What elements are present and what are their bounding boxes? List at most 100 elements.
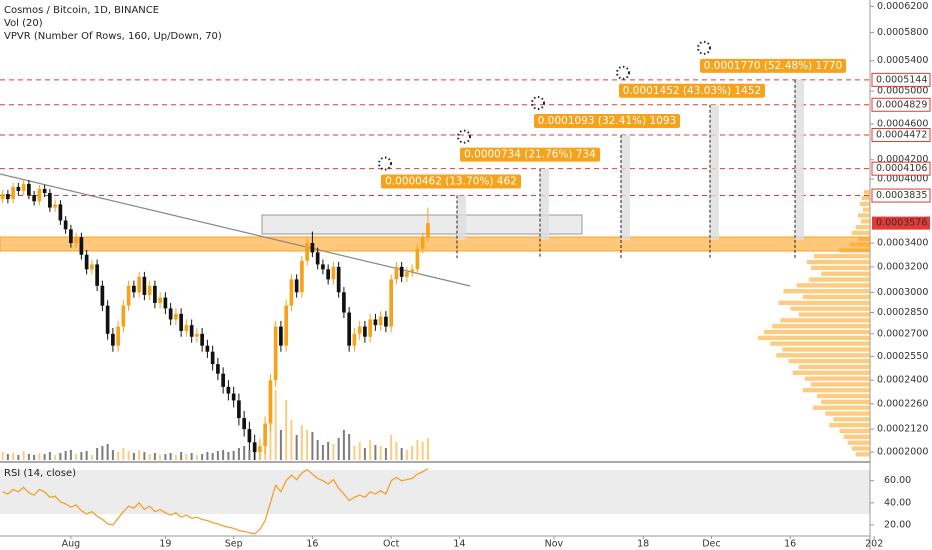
x-tick-label: 202: [865, 539, 883, 550]
candle-body: [237, 400, 241, 419]
target-icon: [457, 129, 471, 144]
volume-bar: [132, 453, 135, 460]
target-shade: [457, 195, 466, 240]
target-label: 0.0001093 (32.41%) 1093: [538, 115, 676, 127]
candle-body: [42, 188, 47, 193]
volume-bar: [80, 452, 83, 460]
y-tick-label: 0.0004000: [877, 173, 928, 184]
volume-bar: [327, 442, 330, 460]
vpvr-row: [839, 248, 870, 253]
rsi-tick-label: 40.00: [884, 497, 911, 508]
candle-body: [100, 285, 105, 306]
candle-body: [121, 305, 126, 327]
candle-body: [53, 204, 57, 208]
y-tick-label: 0.0002000: [877, 447, 928, 458]
volume-bar: [12, 453, 15, 460]
candle-body: [347, 312, 351, 346]
vpvr-row: [764, 329, 870, 335]
vpvr-row: [772, 324, 870, 329]
candle-body: [357, 326, 362, 334]
y-tick-label: 0.0005000: [877, 86, 928, 97]
rsi-tick-label: 60.00: [884, 475, 911, 486]
volume-bar: [269, 415, 272, 460]
vpvr-row: [776, 353, 870, 358]
volume-bar: [337, 438, 340, 460]
candle-body: [373, 319, 378, 326]
candle-body: [90, 264, 94, 270]
vpvr-row: [802, 294, 870, 300]
candle-body: [342, 292, 346, 313]
volume-bar: [75, 454, 78, 460]
vpvr-row: [862, 207, 870, 212]
volume-bar: [285, 400, 288, 460]
candle-body: [147, 285, 152, 295]
vpvr-row: [855, 224, 870, 230]
volume-bar: [101, 446, 104, 460]
volume-bar: [379, 446, 382, 460]
volume-bar: [363, 448, 366, 460]
y-tick-label: 0.0003000: [877, 287, 928, 298]
candle-body: [315, 252, 320, 265]
volume-bar: [206, 452, 209, 460]
candle-body: [137, 276, 141, 293]
target-label-box: [534, 114, 680, 129]
volume-bar: [332, 444, 335, 460]
candle-body: [32, 195, 36, 202]
volume-bar: [174, 455, 177, 460]
candle-body: [247, 429, 252, 443]
candle-body: [394, 266, 399, 280]
volume-bar: [421, 442, 424, 460]
level-label-box: [871, 72, 931, 87]
volume-bar: [106, 444, 109, 460]
volume-bar: [279, 430, 282, 460]
candle-body: [279, 326, 283, 346]
volume-bar: [321, 445, 324, 460]
volume-bar: [374, 445, 377, 460]
y-tick-label: 0.0002850: [877, 307, 928, 318]
y-tick-label: 0.0004200: [877, 154, 928, 165]
volume-bar: [348, 434, 351, 460]
volume-bar: [227, 452, 230, 460]
candle-body: [389, 279, 393, 327]
candle-body: [378, 316, 383, 326]
rsi-title: RSI (14, close): [4, 468, 76, 479]
volume-bar: [306, 430, 309, 460]
candle-body: [426, 223, 430, 238]
candle-body: [116, 326, 120, 346]
vpvr-row: [839, 428, 870, 434]
y-tick-label: 0.0005800: [877, 27, 928, 38]
x-tick-label: Nov: [545, 539, 564, 550]
candle-body: [184, 325, 189, 331]
x-tick-label: Sep: [225, 539, 243, 550]
y-tick-label: 0.0002550: [877, 351, 928, 362]
vpvr-row: [802, 388, 870, 393]
y-tick-label: 0.0006200: [877, 1, 928, 12]
candle-body: [216, 364, 220, 374]
candle-body: [132, 285, 136, 293]
volume-bar: [274, 390, 277, 460]
vpvr-row: [810, 265, 870, 271]
volume-bar: [117, 452, 120, 460]
vpvr-row: [790, 306, 870, 311]
last-price-box: [872, 216, 930, 230]
volume-bar: [138, 450, 141, 460]
candle-body: [142, 276, 147, 295]
volume-bar: [237, 448, 240, 460]
vpvr-row: [808, 277, 870, 282]
candle-body: [321, 264, 325, 270]
volume-bar: [22, 451, 25, 460]
volume-bar: [290, 420, 293, 460]
candle-body: [195, 333, 199, 337]
vpvr-row: [863, 190, 870, 195]
vpvr-row: [814, 254, 870, 259]
candle-body: [84, 254, 89, 270]
candle-body: [405, 271, 409, 277]
volume-bar: [59, 453, 62, 460]
candle-body: [415, 248, 420, 270]
candle-body: [153, 285, 157, 303]
candle-body: [179, 313, 183, 331]
volume-bar: [426, 438, 429, 460]
volume-title: Vol (20): [4, 18, 43, 29]
vpvr-row: [860, 219, 870, 224]
